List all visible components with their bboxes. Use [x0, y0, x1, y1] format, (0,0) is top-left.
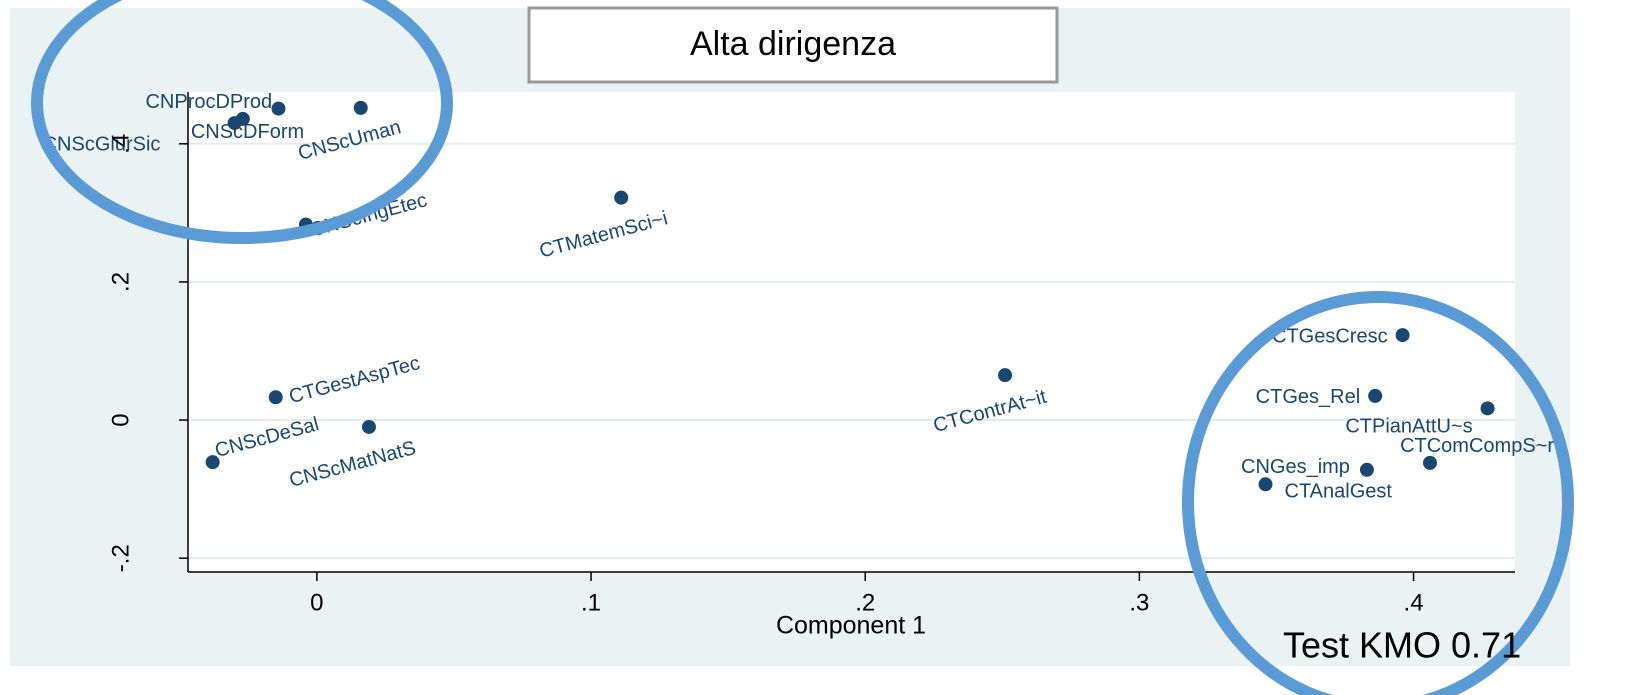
point-label: CTAnalGest — [1285, 481, 1393, 503]
highlight-ellipse — [31, 0, 453, 244]
x-tick-label: 0 — [310, 589, 323, 616]
point — [1480, 401, 1495, 416]
y-tick-label: 0 — [107, 413, 134, 426]
x-tick-label: .2 — [855, 589, 875, 616]
y-tick-label: .2 — [107, 272, 134, 292]
plot-area — [188, 92, 1515, 572]
point — [1395, 328, 1410, 343]
point — [353, 100, 368, 115]
annotation: Test KMO 0.71 — [1283, 625, 1521, 666]
y-tick-label: -.2 — [107, 544, 134, 572]
point — [1423, 455, 1438, 470]
x-axis-label: Component 1 — [776, 612, 926, 640]
title-box — [527, 6, 1059, 84]
point-label: CTGes_Rel — [1256, 386, 1360, 408]
point — [205, 455, 220, 470]
point-label: CTGesCresc — [1272, 325, 1388, 347]
point-label: CNProcDProd — [145, 91, 272, 113]
point — [998, 368, 1013, 383]
point — [271, 101, 286, 116]
x-tick-label: .1 — [581, 589, 601, 616]
point — [614, 190, 629, 205]
point-label: CTComCompS~r — [1400, 435, 1554, 457]
point — [1258, 477, 1273, 492]
chart-title: Alta dirigenza — [690, 25, 896, 63]
point — [1368, 388, 1383, 403]
x-tick-label: .4 — [1404, 589, 1424, 616]
x-tick-label: .3 — [1129, 589, 1149, 616]
point-label: CNScGiurSic — [43, 133, 161, 155]
point — [227, 116, 242, 131]
point-label: CNGes_imp — [1241, 456, 1350, 478]
point-label: CNScDForm — [191, 121, 304, 143]
point — [268, 390, 283, 405]
y-tick-label: .4 — [107, 134, 134, 154]
point — [361, 419, 376, 434]
highlight-ellipse — [1182, 291, 1574, 695]
point — [1359, 462, 1374, 477]
point-label: CTPianAttU~s — [1345, 416, 1472, 438]
